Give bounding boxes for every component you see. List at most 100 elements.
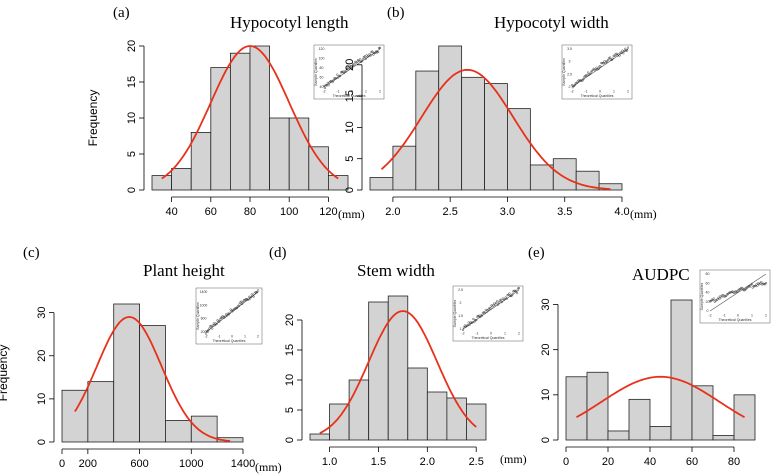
x-tick-label: 3.0 [500, 206, 515, 218]
qq-y-tick-label: 100 [319, 57, 325, 61]
x-axis-unit: (mm) [630, 207, 657, 221]
histogram-bar [607, 430, 630, 441]
histogram-bar [288, 117, 310, 191]
qq-point [335, 76, 338, 80]
qq-point [369, 54, 372, 57]
qq-point [750, 282, 753, 286]
qq-point [747, 285, 750, 288]
qq-point [371, 50, 374, 53]
panel-label: (e) [528, 245, 545, 261]
qq-point [740, 286, 743, 289]
qq-x-tick-label: 2 [518, 332, 520, 336]
qq-point [605, 60, 609, 63]
qq-point [599, 65, 602, 68]
qq-point [343, 70, 346, 73]
qq-inset: Theoretical Quantiles Sample Quantiles -2 -… [195, 287, 263, 345]
panel-label: (c) [23, 245, 40, 261]
qq-x-tick-label: -2 [322, 90, 325, 94]
qq-point [586, 71, 590, 74]
qq-point [509, 294, 512, 298]
chart-title: AUDPC [632, 265, 690, 284]
qq-point [489, 307, 492, 310]
qq-x-tick-label: -1 [584, 90, 587, 94]
qq-point [580, 79, 583, 82]
qq-point [515, 292, 519, 295]
y-tick-label: 0 [284, 437, 296, 443]
y-tick-label: 30 [540, 298, 552, 310]
qq-point [582, 77, 585, 81]
qq-x-tick-label: 0 [490, 332, 492, 336]
y-tick-label: 15 [126, 76, 138, 88]
qq-point [515, 289, 518, 292]
qq-x-tick-label: -2 [570, 90, 573, 94]
qq-point [626, 46, 630, 49]
qq-point [764, 281, 768, 285]
qq-point [218, 320, 221, 323]
panel-label: (b) [387, 5, 405, 21]
qq-point [217, 320, 220, 323]
qq-point [517, 287, 521, 290]
qq-point [361, 58, 364, 61]
histogram-bar [628, 398, 651, 441]
qq-y-tick-label: 2.5 [567, 72, 572, 76]
qq-point [353, 63, 356, 66]
qq-point [624, 47, 627, 50]
qq-point [728, 291, 731, 294]
histogram-bar [415, 70, 440, 191]
qq-ylabel: Sample Quantiles [314, 58, 318, 86]
qq-point [472, 317, 475, 321]
normal-curve [161, 45, 339, 180]
qq-point [500, 301, 503, 304]
qq-point [326, 81, 329, 85]
qq-point [358, 59, 361, 63]
y-tick-label: 5 [284, 407, 296, 413]
x-tick-label: 1000 [179, 458, 203, 470]
qq-point [351, 64, 354, 67]
histogram-bar [670, 299, 693, 441]
histogram-bar [87, 381, 115, 443]
qq-point [511, 293, 514, 296]
qq-point [356, 60, 359, 63]
qq-point [624, 49, 628, 52]
qq-x-tick-label: 2 [765, 314, 767, 318]
qq-point [756, 284, 759, 287]
normal-curve [380, 68, 611, 190]
qq-point [360, 60, 364, 63]
qq-point [461, 328, 465, 331]
qq-point [708, 300, 712, 303]
histogram-bar [586, 371, 609, 441]
qq-point [753, 285, 756, 288]
qq-point [228, 311, 231, 314]
qq-point [342, 71, 345, 75]
y-tick-label: 20 [540, 344, 552, 356]
y-tick-label: 5 [344, 156, 356, 162]
qq-point [479, 316, 482, 319]
histogram-bar [691, 385, 714, 441]
qq-x-tick-label: 2 [257, 335, 259, 339]
x-tick-label: 2.0 [420, 456, 435, 468]
y-tick-label: 0 [540, 437, 552, 443]
qq-point [204, 332, 208, 335]
qq-point [242, 299, 245, 302]
qq-point [498, 301, 501, 304]
qq-point [241, 301, 245, 304]
qq-point [329, 80, 332, 83]
qq-point [373, 51, 376, 55]
x-tick-label: 0 [563, 456, 569, 468]
x-tick-label: 2.5 [443, 206, 458, 218]
y-tick-label: 20 [284, 314, 296, 326]
qq-y-tick-label: 3.5 [567, 47, 572, 51]
normal-curve [319, 310, 477, 434]
histogram-bar [565, 376, 588, 441]
histogram-bar [348, 379, 370, 441]
histogram-bar [309, 433, 330, 441]
qq-point [604, 61, 607, 65]
qq-x-tick-label: 1 [504, 332, 506, 336]
qq-point [480, 314, 484, 317]
qq-point [331, 80, 334, 84]
qq-point [344, 70, 347, 73]
qq-point [709, 300, 712, 303]
qq-point [236, 305, 239, 308]
